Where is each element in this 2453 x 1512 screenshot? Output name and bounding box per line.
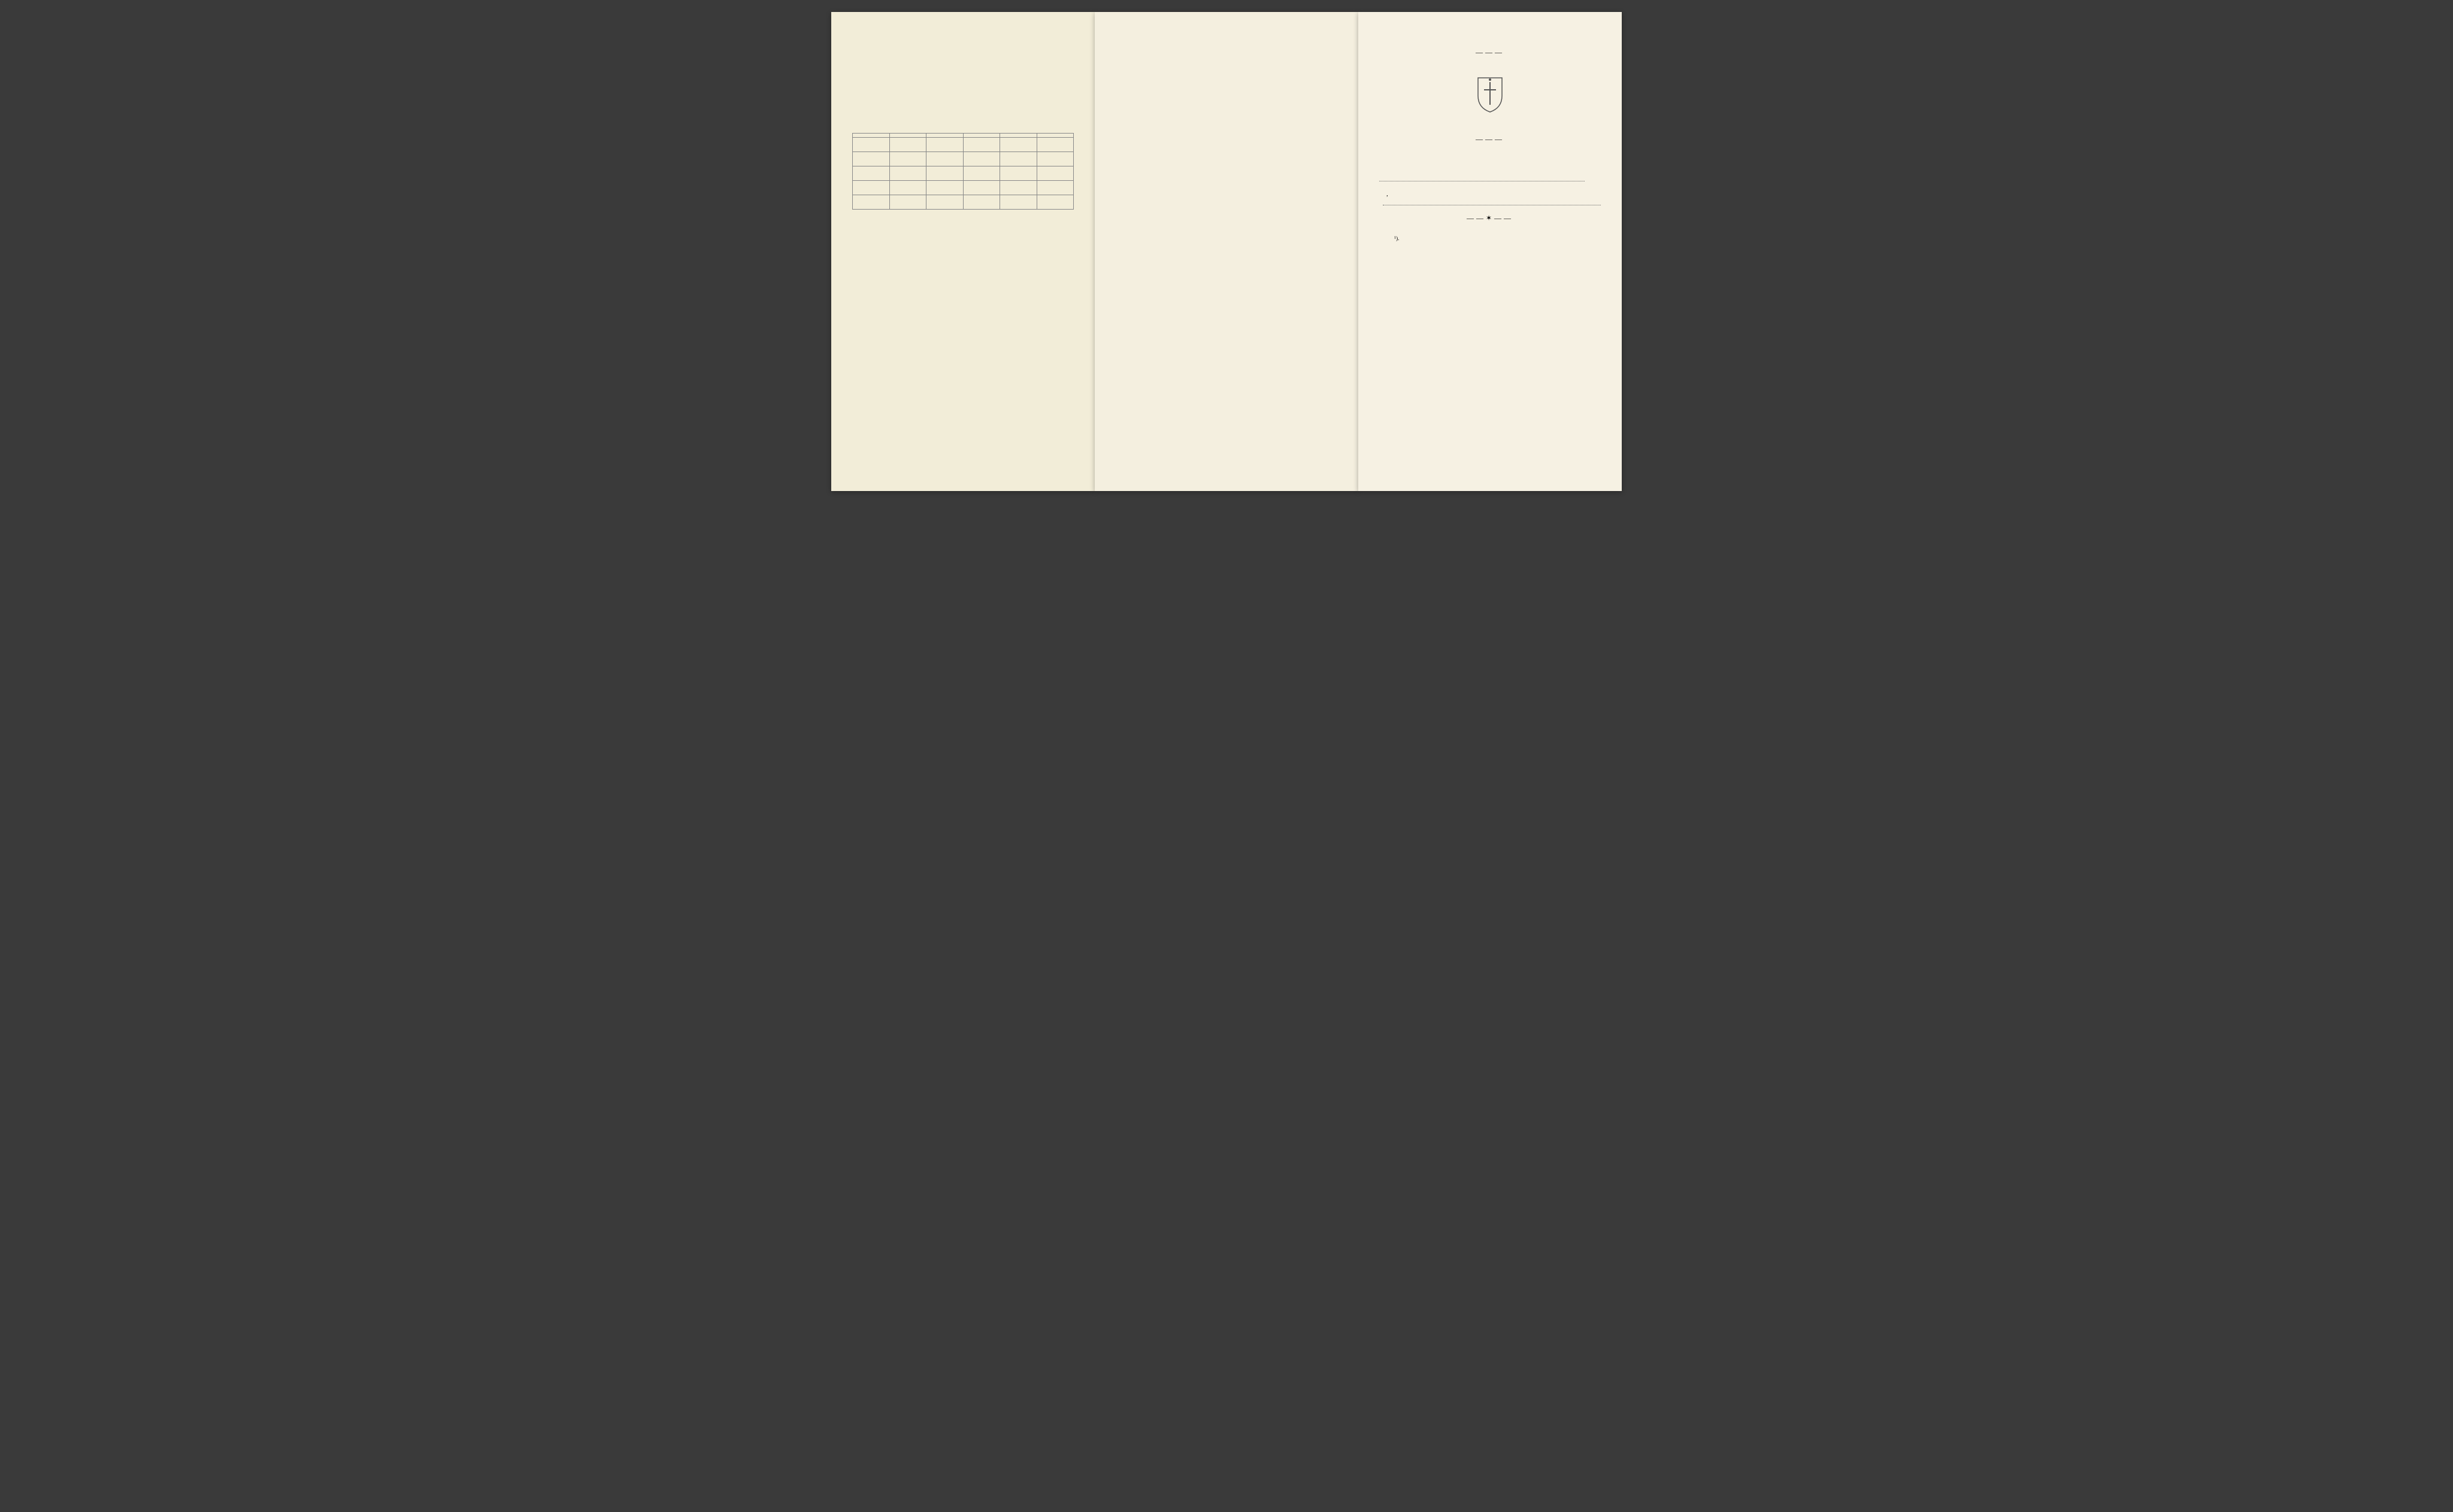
page-3	[831, 12, 1095, 491]
col-nr	[853, 134, 890, 138]
col-igjen	[926, 134, 964, 138]
section-3-item-1	[852, 85, 1074, 89]
table-row	[853, 195, 1074, 210]
col-utflyttet	[889, 134, 926, 138]
norway-crest-icon	[1379, 75, 1601, 117]
col-bosted	[963, 134, 1000, 138]
table-row	[853, 152, 1074, 166]
col-stilling	[1037, 134, 1074, 138]
divider: ――✶――	[1379, 214, 1601, 223]
skema-line	[1379, 152, 1601, 163]
section-4	[852, 133, 1074, 210]
gaards-line: ,	[1379, 190, 1601, 198]
divider: ―――	[1379, 48, 1601, 57]
page-4	[1095, 12, 1358, 491]
col-amerika-bosat	[1000, 134, 1037, 138]
question-1: ¹).	[1379, 235, 1601, 243]
section-4-table	[852, 133, 1074, 210]
table-row	[853, 181, 1074, 195]
section-3-item-2	[852, 93, 1074, 97]
divider: ―――	[1379, 135, 1601, 144]
page-title-page: ――― ――― ,	[1358, 12, 1622, 491]
table-row	[853, 138, 1074, 152]
herred-line	[1379, 176, 1601, 183]
table-row	[853, 166, 1074, 181]
document-spread: ――― ――― ,	[831, 12, 1622, 491]
